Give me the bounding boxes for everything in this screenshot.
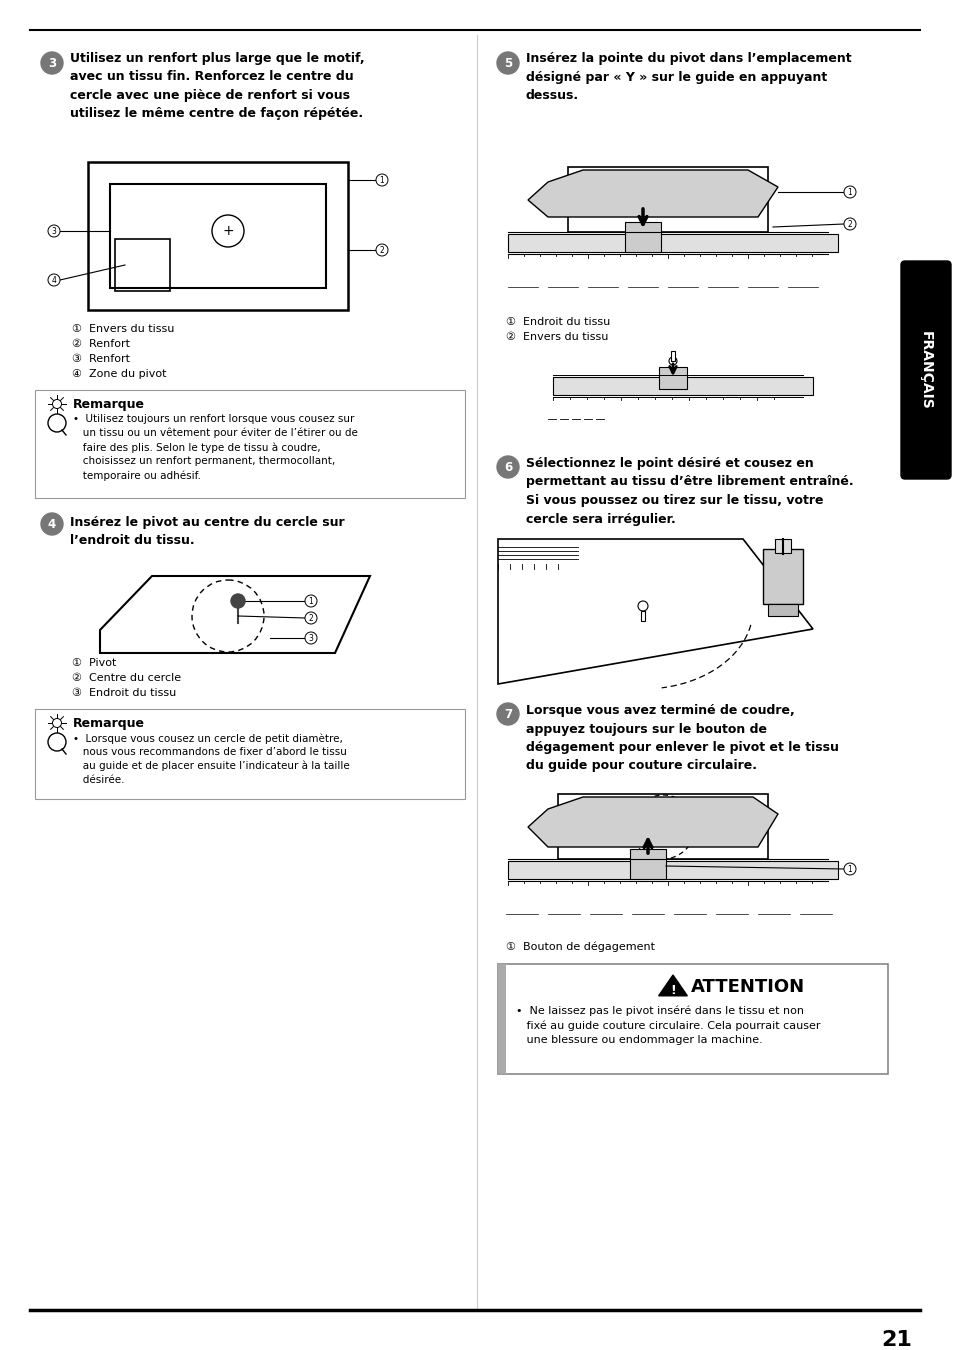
Text: Remarque: Remarque <box>73 398 145 410</box>
Circle shape <box>48 414 66 432</box>
Bar <box>497 964 887 1075</box>
Circle shape <box>48 274 60 286</box>
Text: ②  Renfort: ② Renfort <box>71 339 130 350</box>
Text: Sélectionnez le point désiré et cousez en
permettant au tissu d’être librement e: Sélectionnez le point désiré et cousez e… <box>525 458 853 525</box>
Text: 2: 2 <box>846 220 851 228</box>
Bar <box>507 861 837 879</box>
Text: 3: 3 <box>51 227 56 236</box>
Text: 7: 7 <box>503 707 512 721</box>
Bar <box>115 239 170 292</box>
FancyBboxPatch shape <box>900 261 950 479</box>
Bar <box>497 964 505 1075</box>
Bar <box>774 539 790 553</box>
Text: 2: 2 <box>379 246 384 255</box>
Text: ②  Envers du tissu: ② Envers du tissu <box>505 332 608 342</box>
Text: +: + <box>222 224 233 238</box>
Bar <box>640 612 644 621</box>
Bar <box>670 351 675 360</box>
Bar <box>659 367 686 389</box>
Text: ATTENTION: ATTENTION <box>690 977 804 996</box>
Polygon shape <box>527 796 778 846</box>
Bar <box>762 549 802 603</box>
Circle shape <box>375 244 388 256</box>
Circle shape <box>375 174 388 186</box>
Text: 21: 21 <box>881 1330 911 1350</box>
Bar <box>558 794 767 859</box>
Text: ③  Renfort: ③ Renfort <box>71 354 130 364</box>
Text: 6: 6 <box>503 460 512 474</box>
Bar <box>767 603 797 616</box>
Text: 3: 3 <box>48 57 56 70</box>
Text: Utilisez un renfort plus large que le motif,
avec un tissu fin. Renforcez le cen: Utilisez un renfort plus large que le mo… <box>70 53 364 120</box>
Text: Insérez le pivot au centre du cercle sur
l’endroit du tissu.: Insérez le pivot au centre du cercle sur… <box>70 516 344 548</box>
Text: ①  Bouton de dégagement: ① Bouton de dégagement <box>505 942 655 953</box>
Text: •  Utilisez toujours un renfort lorsque vous cousez sur
   un tissu ou un vêteme: • Utilisez toujours un renfort lorsque v… <box>73 414 357 481</box>
Circle shape <box>52 718 61 728</box>
Text: 5: 5 <box>503 57 512 70</box>
Circle shape <box>638 197 647 207</box>
Circle shape <box>638 601 647 612</box>
Circle shape <box>497 53 518 74</box>
Circle shape <box>41 53 63 74</box>
Circle shape <box>48 225 60 238</box>
Text: 4: 4 <box>48 518 56 531</box>
Text: FRANÇAIS: FRANÇAIS <box>918 331 932 409</box>
Circle shape <box>305 632 316 644</box>
Circle shape <box>305 595 316 608</box>
Bar <box>110 184 326 288</box>
Bar <box>35 390 464 498</box>
Text: ①  Envers du tissu: ① Envers du tissu <box>71 324 174 333</box>
Text: 2: 2 <box>309 614 313 622</box>
Text: 3: 3 <box>308 633 314 643</box>
Text: 1: 1 <box>379 176 384 185</box>
Circle shape <box>659 815 666 824</box>
Text: ④  Zone du pivot: ④ Zone du pivot <box>71 369 167 379</box>
Bar <box>629 849 665 879</box>
Circle shape <box>843 186 855 198</box>
Circle shape <box>843 217 855 230</box>
Bar <box>88 162 348 310</box>
Text: Insérez la pointe du pivot dans l’emplacement
désigné par « Y » sur le guide en : Insérez la pointe du pivot dans l’emplac… <box>525 53 851 103</box>
Text: ①  Endroit du tissu: ① Endroit du tissu <box>505 317 610 327</box>
Circle shape <box>305 612 316 624</box>
Bar <box>660 824 664 836</box>
Text: ①  Pivot: ① Pivot <box>71 657 116 668</box>
Circle shape <box>41 513 63 535</box>
Circle shape <box>668 356 677 365</box>
Circle shape <box>231 594 245 608</box>
Circle shape <box>843 863 855 875</box>
Bar <box>507 234 837 252</box>
Text: •  Lorsque vous cousez un cercle de petit diamètre,
   nous vous recommandons de: • Lorsque vous cousez un cercle de petit… <box>73 733 350 786</box>
Polygon shape <box>527 170 778 217</box>
Text: •  Ne laissez pas le pivot inséré dans le tissu et non
   fixé au guide couture : • Ne laissez pas le pivot inséré dans le… <box>516 1006 820 1045</box>
Text: 1: 1 <box>846 188 851 197</box>
Circle shape <box>497 456 518 478</box>
Text: ③  Endroit du tissu: ③ Endroit du tissu <box>71 688 176 698</box>
Text: !: ! <box>669 984 675 996</box>
Text: Remarque: Remarque <box>73 717 145 730</box>
Bar <box>624 221 660 252</box>
Bar <box>567 167 767 232</box>
Text: Lorsque vous avez terminé de coudre,
appuyez toujours sur le bouton de
dégagemen: Lorsque vous avez terminé de coudre, app… <box>525 703 838 772</box>
Circle shape <box>48 733 66 751</box>
Text: 4: 4 <box>51 275 56 285</box>
Bar <box>553 377 812 396</box>
Text: 1: 1 <box>846 865 851 873</box>
Circle shape <box>497 703 518 725</box>
Polygon shape <box>658 975 686 996</box>
Bar <box>639 190 645 202</box>
Circle shape <box>52 400 61 409</box>
Text: ②  Centre du cercle: ② Centre du cercle <box>71 674 181 683</box>
Text: 1: 1 <box>309 597 313 606</box>
Bar <box>35 709 464 799</box>
